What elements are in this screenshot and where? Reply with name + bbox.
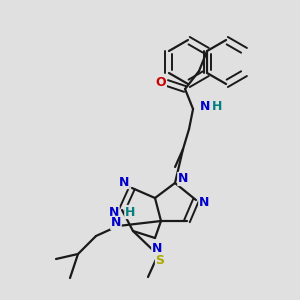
- Text: O: O: [156, 76, 167, 89]
- Text: N: N: [109, 206, 119, 220]
- Text: N: N: [178, 172, 188, 185]
- Text: N: N: [111, 217, 121, 230]
- Text: N: N: [152, 242, 162, 254]
- Text: N: N: [199, 196, 209, 208]
- Text: H: H: [212, 100, 222, 113]
- Text: S: S: [155, 254, 164, 268]
- Text: N: N: [119, 176, 129, 188]
- Text: H: H: [125, 206, 135, 218]
- Text: N: N: [200, 100, 210, 113]
